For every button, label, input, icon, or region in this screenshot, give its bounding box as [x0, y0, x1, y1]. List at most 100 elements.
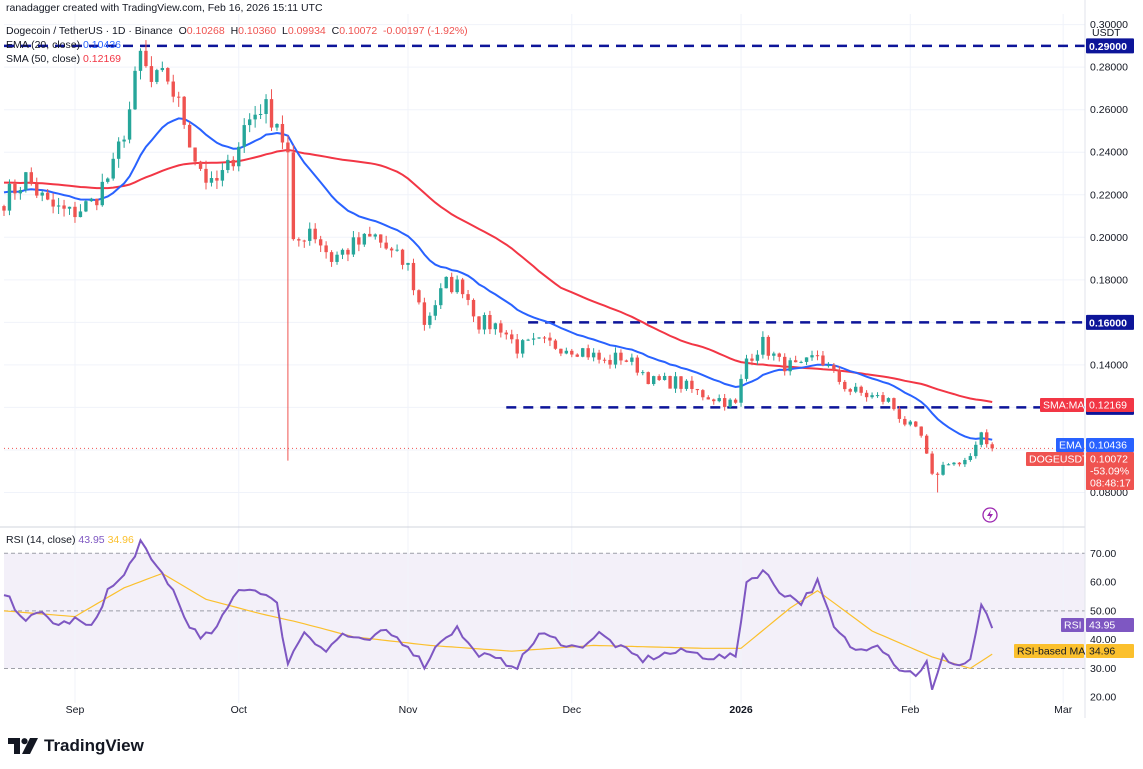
candle-body — [668, 375, 672, 389]
price-tick-label: 0.26000 — [1090, 104, 1128, 116]
level-badge-0-16-bg — [1086, 314, 1134, 330]
candle-body — [144, 50, 148, 67]
open-label: O — [178, 25, 187, 37]
candle-body — [253, 114, 257, 120]
candle-body — [51, 199, 55, 207]
candle-body — [559, 348, 563, 354]
candle-body — [963, 459, 967, 465]
ema-legend-label: EMA (20, close) — [6, 39, 81, 51]
candle-body — [957, 462, 962, 465]
symbol-row: Dogecoin / TetherUS · 1D · Binance O0.10… — [6, 25, 468, 37]
candle-body — [673, 376, 678, 389]
candle-body — [155, 70, 159, 82]
candle-body — [171, 81, 175, 97]
price-tick-label: 0.22000 — [1090, 189, 1128, 201]
candle-body — [73, 206, 77, 218]
candle-body — [13, 183, 17, 194]
candle-body — [859, 386, 863, 393]
candle-body — [29, 172, 33, 184]
ema-tag: EMA — [1059, 440, 1082, 452]
candle-body — [662, 375, 667, 380]
candle-body — [717, 398, 721, 402]
candle-body — [329, 252, 334, 262]
rsi-ma-value-badge: 34.96 — [1089, 646, 1115, 658]
candle-body — [870, 395, 874, 398]
candle-body — [706, 397, 710, 400]
symbol-tag: DOGEUSDT — [1029, 454, 1089, 466]
candle-body — [985, 432, 989, 445]
candle-body — [733, 399, 738, 403]
candle-body — [619, 352, 623, 361]
candle-body — [488, 315, 492, 330]
candle-body — [630, 357, 634, 362]
candle-body — [979, 432, 983, 445]
symbol-title[interactable]: Dogecoin / TetherUS · 1D · Binance — [6, 25, 173, 37]
candle-body — [602, 359, 607, 361]
candle-body — [215, 178, 219, 181]
rsi-tag-bg — [1061, 618, 1084, 632]
candle-body — [106, 178, 110, 182]
candle-body — [313, 228, 317, 240]
tradingview-logo[interactable]: TradingView — [8, 736, 144, 756]
rsi-lines — [3, 538, 994, 691]
candle-body — [750, 358, 754, 361]
close-label: C — [331, 25, 340, 37]
candle-body — [133, 70, 137, 110]
candle-body — [2, 206, 6, 211]
time-axis[interactable]: Sep Oct Nov Dec 2026 Feb Mar — [66, 704, 1073, 716]
sma-legend[interactable]: SMA (50, close) 0.12169 — [6, 53, 121, 65]
candle-body — [411, 262, 416, 291]
candle-body — [537, 337, 541, 339]
credit-line: ranadagger created with TradingView.com,… — [6, 2, 323, 14]
candle-body — [18, 190, 23, 194]
candle-body — [78, 211, 83, 218]
candle-body — [351, 237, 356, 255]
candle-body — [439, 288, 443, 306]
candle-body — [400, 249, 405, 265]
candle-body — [204, 168, 208, 183]
candle-body — [362, 233, 367, 245]
time-tick-label: Dec — [562, 704, 581, 716]
candle-body — [908, 421, 912, 425]
candle-body — [657, 376, 661, 380]
rsi-legend[interactable]: RSI (14, close) 43.95 34.96 — [6, 534, 134, 546]
ema-value-badge: 0.10436 — [1089, 440, 1127, 452]
open-value: 0.10268 — [186, 25, 225, 37]
sma-value-badge-bg — [1086, 398, 1134, 412]
candle-body — [581, 348, 585, 357]
price-tick-label: 0.20000 — [1090, 232, 1128, 244]
rsi-tick-label: 20.00 — [1090, 692, 1116, 704]
ema-value-badge-bg — [1086, 438, 1134, 452]
candle-body — [433, 305, 438, 316]
sma-legend-value: 0.12169 — [83, 53, 122, 65]
change-pct-badge: -53.09% — [1090, 466, 1129, 478]
rsi-tag: RSI — [1064, 620, 1082, 632]
candle-body — [193, 147, 197, 162]
candle-body — [848, 389, 852, 392]
ema-legend[interactable]: EMA (20, close) 0.10436 — [6, 39, 121, 51]
rsi-axis[interactable]: 70.00 60.00 50.00 40.00 30.00 20.00 — [1090, 548, 1116, 704]
candle-body — [575, 354, 579, 357]
candle-body — [875, 395, 880, 397]
candle-body — [242, 125, 246, 147]
tradingview-logo-text: TradingView — [44, 736, 144, 755]
candle-body — [389, 248, 394, 251]
rsi-tick-label: 40.00 — [1090, 634, 1116, 646]
rsi-legend-value: 43.95 — [78, 534, 105, 546]
candle-body — [177, 96, 181, 98]
candle-body — [286, 142, 290, 153]
rsi-ma-tag: RSI-based MA — [1017, 646, 1085, 658]
level-badge-0-29-bg — [1086, 38, 1134, 54]
candle-body — [930, 453, 934, 474]
candle-body — [357, 237, 361, 245]
lightning-event-icon[interactable] — [982, 507, 998, 523]
price-unit-label: USDT — [1092, 27, 1121, 39]
candle-body — [646, 372, 650, 385]
candle-body — [308, 228, 312, 241]
candle-body — [553, 340, 558, 349]
sma-tag: SMA:MA — [1043, 400, 1084, 412]
candle-body — [968, 456, 973, 460]
candle-body — [318, 239, 323, 246]
candle-body — [264, 99, 268, 114]
